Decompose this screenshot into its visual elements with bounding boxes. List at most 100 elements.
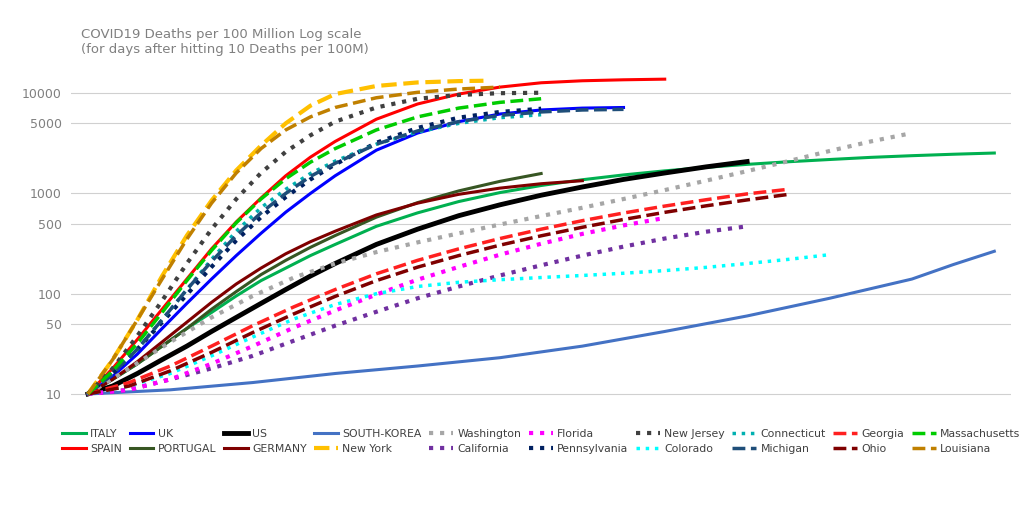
Pennsylvania — [82, 391, 94, 397]
California — [618, 244, 630, 250]
Georgia — [288, 303, 300, 310]
UK — [205, 276, 217, 282]
GERMANY — [106, 376, 118, 383]
New Jersey — [304, 132, 317, 139]
Line: Colorado: Colorado — [88, 255, 829, 394]
US — [280, 287, 292, 293]
SOUTH-KOREA — [659, 328, 671, 334]
SPAIN — [618, 77, 630, 83]
GERMANY — [411, 200, 424, 206]
GERMANY — [494, 185, 506, 191]
Georgia — [164, 363, 177, 369]
Michigan — [618, 106, 630, 112]
Line: Connecticut: Connecticut — [88, 114, 541, 394]
Michigan — [535, 109, 547, 115]
Colorado — [823, 251, 835, 258]
Louisiana — [304, 114, 317, 120]
SPAIN — [132, 337, 144, 343]
Ohio — [205, 349, 217, 355]
Michigan — [255, 209, 268, 216]
New York — [82, 391, 94, 397]
ITALY — [782, 159, 794, 165]
SPAIN — [576, 78, 588, 84]
New York — [329, 91, 341, 97]
Massachusetts — [230, 219, 242, 226]
SOUTH-KOREA — [164, 387, 177, 393]
Pennsylvania — [452, 114, 465, 121]
PORTUGAL — [371, 214, 383, 220]
Georgia — [618, 210, 630, 216]
Georgia — [329, 287, 341, 293]
New York — [205, 197, 217, 204]
Colorado — [82, 391, 94, 397]
ITALY — [280, 265, 292, 271]
ITALY — [535, 182, 547, 188]
Washington — [164, 339, 177, 345]
Ohio — [411, 264, 424, 270]
ITALY — [132, 361, 144, 367]
PORTUGAL — [181, 326, 193, 332]
New Jersey — [132, 333, 144, 339]
California — [535, 262, 547, 268]
Washington — [411, 239, 424, 246]
Pennsylvania — [205, 264, 217, 270]
SPAIN — [106, 365, 118, 372]
ITALY — [618, 172, 630, 178]
Georgia — [82, 391, 94, 397]
New Jersey — [156, 298, 168, 304]
US — [304, 273, 317, 279]
Line: Massachusetts: Massachusetts — [88, 99, 541, 394]
Washington — [699, 177, 712, 184]
ITALY — [659, 167, 671, 174]
UK — [255, 230, 268, 236]
ITALY — [371, 223, 383, 229]
GERMANY — [205, 299, 217, 306]
ITALY — [181, 326, 193, 332]
Washington — [247, 293, 259, 299]
California — [82, 391, 94, 397]
Colorado — [618, 270, 630, 276]
Connecticut — [280, 186, 292, 193]
US — [255, 300, 268, 307]
Ohio — [82, 391, 94, 397]
US — [371, 242, 383, 248]
SPAIN — [329, 138, 341, 144]
Colorado — [329, 301, 341, 308]
New York — [181, 233, 193, 239]
Connecticut — [371, 141, 383, 148]
New York — [478, 78, 490, 84]
GERMANY — [452, 191, 465, 197]
Pennsylvania — [181, 291, 193, 298]
SPAIN — [181, 276, 193, 282]
GERMANY — [255, 265, 268, 271]
PORTUGAL — [82, 391, 94, 397]
Connecticut — [82, 391, 94, 397]
US — [205, 328, 217, 334]
Massachusetts — [535, 96, 547, 102]
New Jersey — [82, 391, 94, 397]
US — [494, 202, 506, 208]
Georgia — [699, 196, 712, 203]
UK — [156, 326, 168, 332]
Line: Georgia: Georgia — [88, 190, 788, 394]
Pennsylvania — [230, 237, 242, 244]
GERMANY — [230, 281, 242, 287]
SPAIN — [494, 84, 506, 90]
Line: Ohio: Ohio — [88, 194, 788, 394]
SPAIN — [280, 173, 292, 179]
Line: UK: UK — [88, 108, 624, 394]
Washington — [494, 222, 506, 228]
SPAIN — [230, 219, 242, 225]
Pennsylvania — [280, 194, 292, 200]
Pennsylvania — [371, 140, 383, 146]
Colorado — [247, 334, 259, 340]
Washington — [288, 275, 300, 281]
US — [618, 176, 630, 183]
New Jersey — [371, 104, 383, 111]
New York — [371, 83, 383, 89]
Colorado — [576, 272, 588, 279]
Line: US: US — [88, 162, 747, 394]
New Jersey — [494, 90, 506, 96]
UK — [618, 104, 630, 111]
Michigan — [576, 107, 588, 113]
